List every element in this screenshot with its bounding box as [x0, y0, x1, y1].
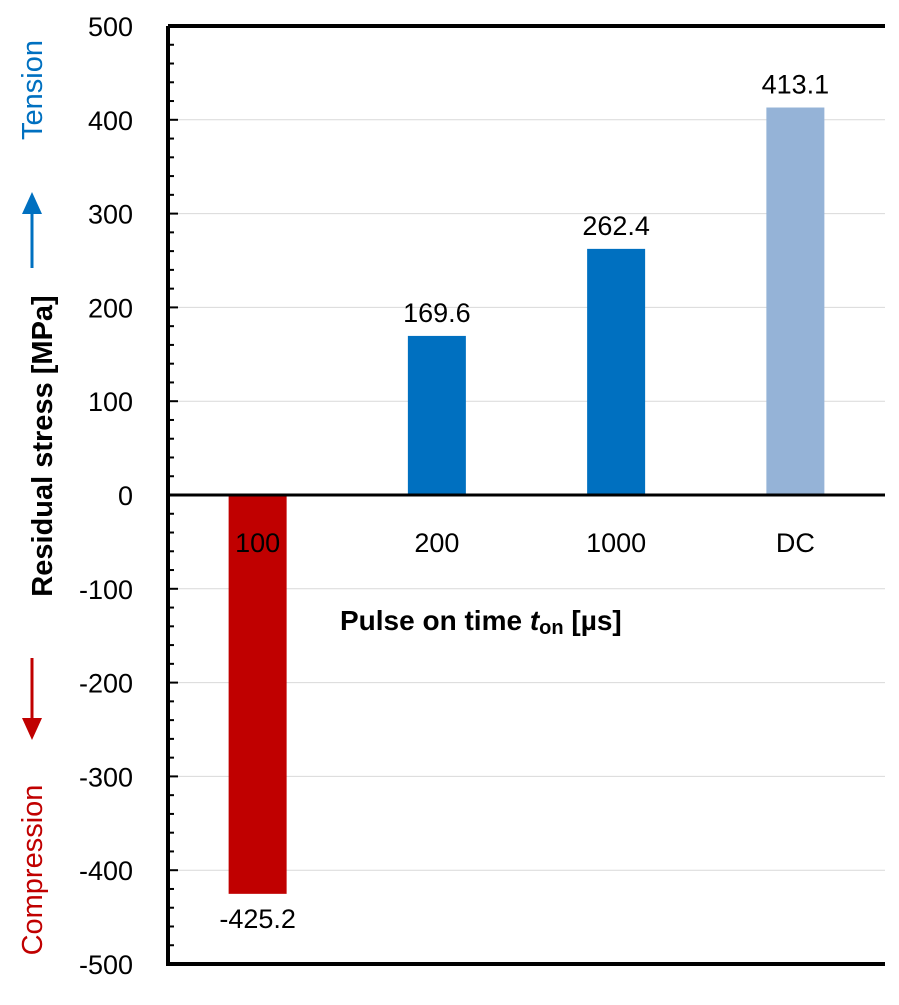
- bar: [766, 107, 825, 495]
- x-axis-title-main: Pulse on time: [340, 605, 530, 636]
- data-labels: -425.2 169.6 262.4 413.1: [219, 70, 829, 934]
- y-tick-label: 100: [88, 387, 133, 417]
- y-axis-side-labels: Compression Residual stress [MPa] Tension: [17, 40, 59, 955]
- y-axis-title: Residual stress [MPa]: [27, 295, 59, 596]
- y-tick-label: 300: [88, 200, 133, 230]
- y-tick-labels: -500 -400 -300 -200 -100 0 100 200 300 400 500: [79, 12, 133, 980]
- x-tick-label: 100: [235, 528, 280, 558]
- x-axis-title-sub: on: [539, 617, 563, 639]
- x-tick-labels: 100 200 1000 DC: [235, 528, 815, 558]
- x-tick-label: DC: [776, 528, 815, 558]
- bar: [587, 248, 646, 495]
- compression-label: Compression: [17, 785, 49, 956]
- data-label: 262.4: [582, 211, 650, 241]
- y-tick-label: -300: [79, 762, 133, 792]
- y-tick-label: 0: [118, 481, 133, 511]
- data-label: 169.6: [403, 298, 471, 328]
- y-tick-label: 400: [88, 106, 133, 136]
- x-axis-title-var: t: [530, 605, 541, 636]
- x-axis-title: Pulse on time ton [µs]: [340, 605, 622, 639]
- compression-arrow-head: [22, 718, 42, 740]
- y-tick-label: -100: [79, 575, 133, 605]
- y-tick-label: -400: [79, 856, 133, 886]
- x-tick-label: 1000: [586, 528, 646, 558]
- y-tick-label: 200: [88, 293, 133, 323]
- x-axis-title-unit: [µs]: [564, 605, 622, 636]
- y-tick-label: 500: [88, 12, 133, 42]
- y-tick-label: -500: [79, 950, 133, 980]
- bar: [407, 335, 466, 495]
- bar: [228, 495, 287, 894]
- tension-label: Tension: [17, 40, 49, 140]
- x-tick-label: 200: [414, 528, 459, 558]
- axes: [166, 24, 885, 966]
- bars: [228, 107, 825, 894]
- gridlines: [168, 119, 885, 871]
- tension-arrow-head: [22, 192, 42, 214]
- data-label: -425.2: [219, 904, 296, 934]
- data-label: 413.1: [762, 70, 830, 100]
- y-tick-label: -200: [79, 669, 133, 699]
